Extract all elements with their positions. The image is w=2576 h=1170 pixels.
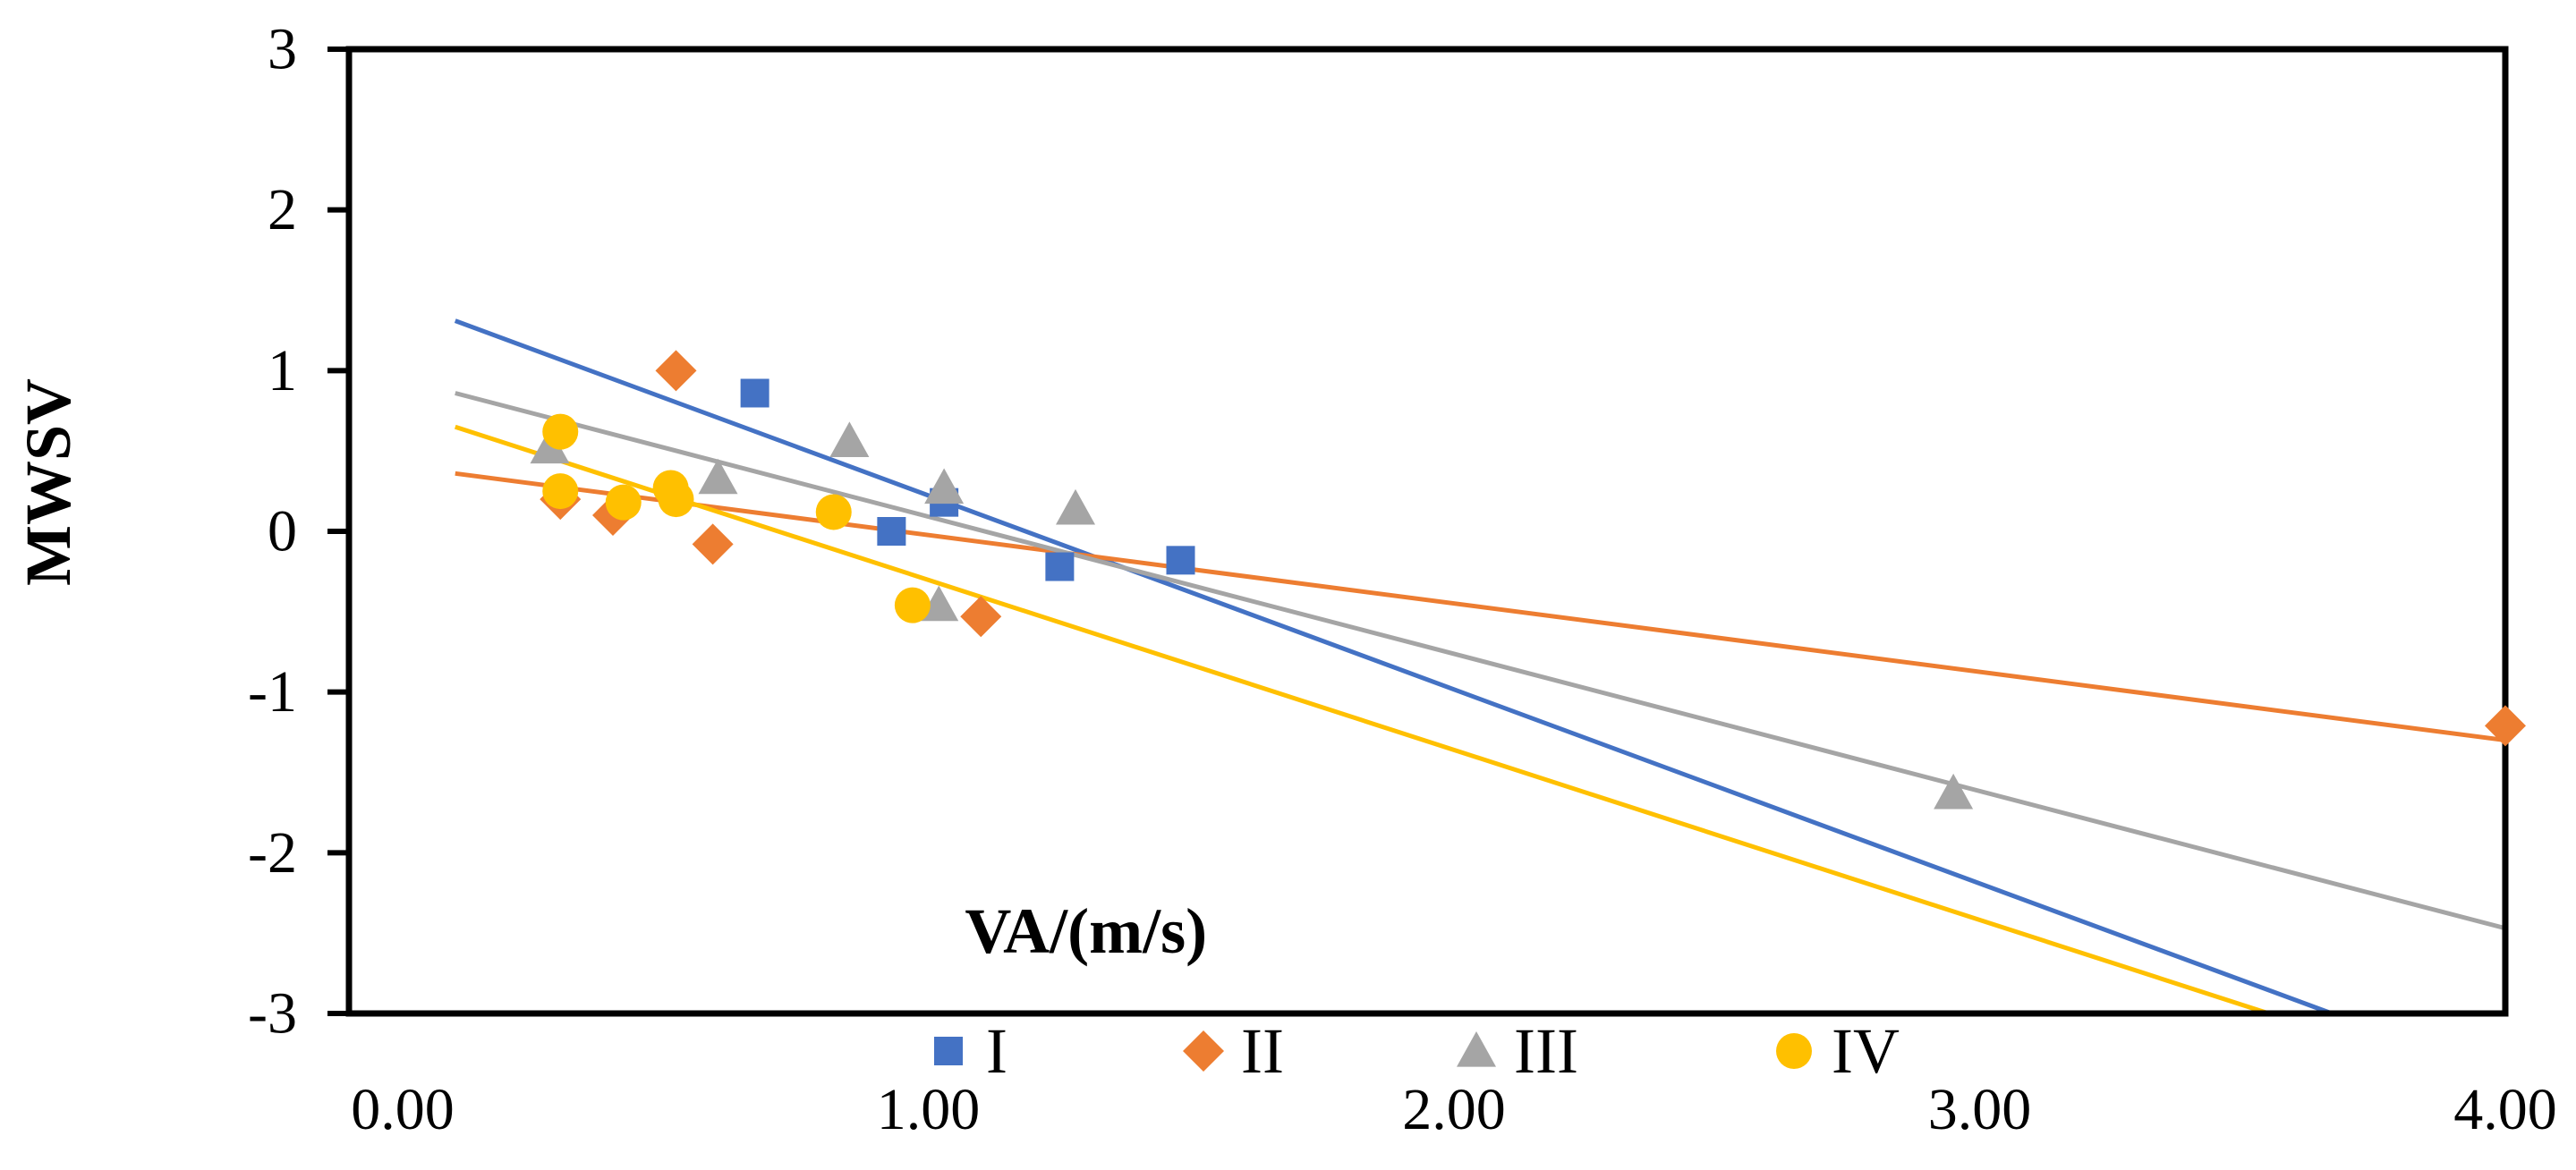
y-tick-label: 0 — [268, 499, 297, 564]
point-series-iv — [658, 481, 694, 518]
point-series-i — [877, 517, 906, 546]
point-series-iv — [815, 494, 852, 530]
point-series-iv — [542, 413, 579, 450]
y-tick-label: 2 — [268, 177, 297, 242]
trendline-ii — [455, 471, 2506, 743]
legend-marker-iii — [1457, 1031, 1496, 1067]
x-axis-title: VA/(m/s) — [965, 895, 1207, 967]
point-series-ii — [692, 523, 734, 565]
point-series-iii — [1056, 488, 1095, 525]
point-series-ii — [2485, 705, 2526, 747]
y-tick-label: -1 — [248, 659, 297, 725]
axes: -3 -2 -1 0 1 2 3 0.00 1.00 2.00 3.00 4.00 VA/(m/s) MW… — [13, 17, 2557, 1143]
trendline-iii — [455, 391, 2506, 931]
point-series-iv — [894, 587, 931, 623]
legend-label-i: I — [986, 1015, 1007, 1087]
trendlines — [454, 318, 2506, 1016]
y-axis-title: MWSV — [13, 378, 84, 586]
x-tick-label: 2.00 — [1402, 1077, 1506, 1142]
point-series-ii — [960, 596, 1002, 638]
point-series-iii — [698, 458, 738, 495]
y-tick-label: -3 — [248, 981, 297, 1047]
point-series-ii — [655, 350, 697, 392]
point-series-iv — [542, 473, 579, 510]
y-tick-label: -2 — [248, 820, 297, 886]
point-series-i — [740, 378, 769, 408]
legend-marker-ii — [1183, 1030, 1224, 1072]
x-tick-label: 0.00 — [351, 1077, 455, 1142]
point-series-i — [1166, 546, 1195, 575]
x-tick-label: 3.00 — [1928, 1077, 2032, 1142]
point-series-i — [1045, 552, 1075, 581]
x-tick-label: 1.00 — [877, 1077, 981, 1142]
legend-marker-iv — [1776, 1033, 1812, 1069]
point-series-iii — [829, 421, 870, 457]
legend-label-ii: II — [1241, 1015, 1284, 1087]
y-tick-label: 3 — [268, 17, 297, 82]
legend-label-iv: IV — [1832, 1015, 1900, 1087]
point-series-iv — [605, 484, 642, 521]
point-series-iii — [1934, 773, 1974, 810]
y-tick-label: 1 — [268, 338, 297, 403]
data-points — [530, 350, 2526, 810]
trendline-iv — [454, 424, 2270, 1016]
trendline-i — [454, 318, 2333, 1016]
legend: I II III IV — [934, 1015, 1900, 1087]
legend-label-iii: III — [1514, 1015, 1578, 1087]
x-tick-label: 4.00 — [2453, 1077, 2557, 1142]
legend-marker-i — [934, 1037, 963, 1065]
point-series-iii — [924, 468, 965, 504]
